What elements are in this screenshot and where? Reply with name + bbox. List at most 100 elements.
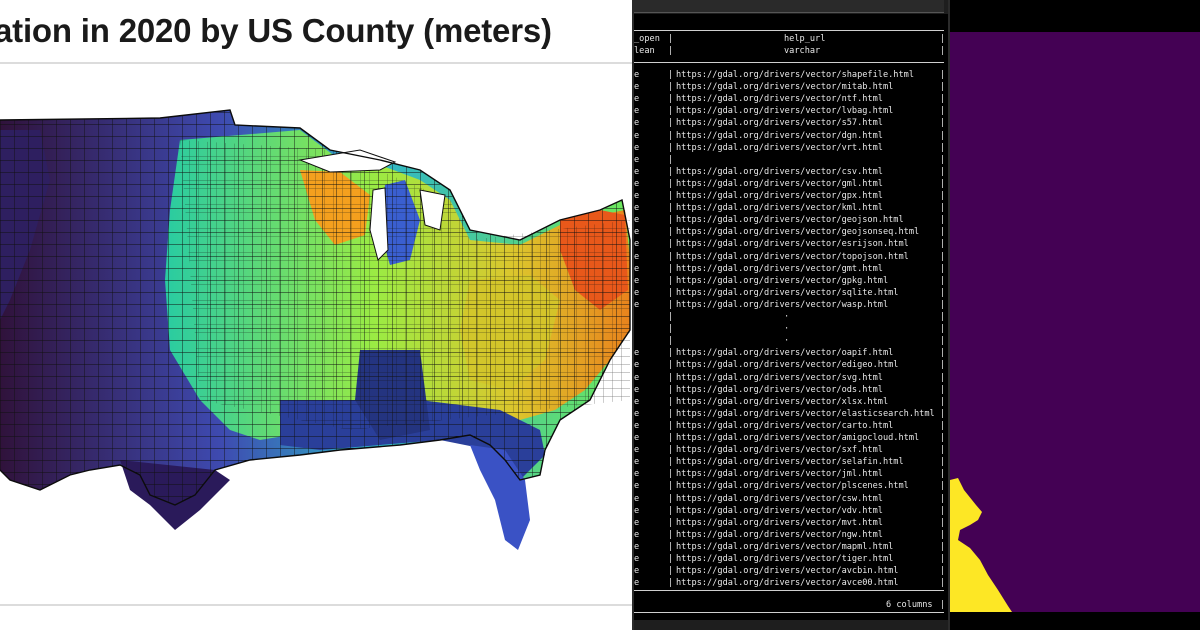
column-separator: | xyxy=(668,396,674,407)
cell-help-url[interactable]: https://gdal.org/drivers/vector/kml.html xyxy=(676,203,883,214)
table-right-border: | xyxy=(940,566,946,577)
column-separator: | xyxy=(668,166,674,177)
table-row: e | https://gdal.org/drivers/vector/mapml.… xyxy=(634,541,945,554)
cell-help-url[interactable]: https://gdal.org/drivers/vector/lvbag.ht… xyxy=(676,106,894,117)
cell-help-url[interactable]: https://gdal.org/drivers/vector/gmt.html xyxy=(676,263,883,274)
cell-help-url[interactable]: https://gdal.org/drivers/vector/carto.ht… xyxy=(676,420,894,431)
cell-help-url[interactable]: https://gdal.org/drivers/vector/ngw.html xyxy=(676,529,883,540)
map-lake-huron xyxy=(419,189,446,231)
cell-help-url[interactable]: https://gdal.org/drivers/vector/mvt.html xyxy=(676,517,883,528)
cell-help-url[interactable]: https://gdal.org/drivers/vector/esrijson… xyxy=(676,239,909,250)
table-right-border: | xyxy=(940,275,946,286)
cell-help-url[interactable]: https://gdal.org/drivers/vector/ntf.html xyxy=(676,94,883,105)
column-separator: | xyxy=(668,263,674,274)
column-separator: | xyxy=(668,94,674,105)
column-separator: | xyxy=(668,191,674,201)
terminal-window[interactable]: _open lean help_url varchar | | | | e | ht… xyxy=(632,0,950,630)
cell-help-url[interactable]: https://gdal.org/drivers/vector/topojson… xyxy=(676,251,909,262)
table-right-border: | xyxy=(940,517,946,528)
cell-help-url[interactable]: https://gdal.org/drivers/vector/csv.html xyxy=(676,166,883,177)
column-separator: | xyxy=(668,287,674,298)
map-lake-michigan xyxy=(369,187,389,261)
cell-help-url[interactable]: https://gdal.org/drivers/vector/geojsons… xyxy=(676,227,920,238)
raster-yellow-shape xyxy=(950,478,1012,612)
map-top-divider xyxy=(0,62,632,64)
table-row: e | https://gdal.org/drivers/vector/oapif.… xyxy=(634,348,945,360)
raster-purple-fill xyxy=(950,32,1200,612)
column-separator: | xyxy=(668,384,674,395)
table-row: e | https://gdal.org/drivers/vector/sqlite… xyxy=(634,287,946,300)
column-header-help-url: help_url xyxy=(784,34,826,44)
column-separator: | xyxy=(668,299,674,310)
raster-image-panel xyxy=(950,0,1200,630)
cell-help-url[interactable]: https://gdal.org/drivers/vector/selafin.… xyxy=(676,457,904,468)
column-separator: | xyxy=(668,324,674,335)
cell-help-url[interactable]: https://gdal.org/drivers/vector/xlsx.htm… xyxy=(676,396,889,407)
cell-help-url[interactable]: https://gdal.org/drivers/vector/ods.html xyxy=(676,384,883,395)
column-separator: | xyxy=(668,215,674,226)
cell-help-url[interactable]: https://gdal.org/drivers/vector/shapefil… xyxy=(676,70,914,80)
table-right-border: | xyxy=(940,420,946,431)
cell-help-url[interactable]: https://gdal.org/drivers/vector/csw.html xyxy=(676,493,883,504)
cell-help-url[interactable]: https://gdal.org/drivers/vector/plscenes… xyxy=(676,481,909,492)
cell-help-url[interactable]: https://gdal.org/drivers/vector/wasp.htm… xyxy=(676,299,889,310)
table-right-border: | xyxy=(940,118,946,129)
column-type-varchar: varchar xyxy=(784,46,821,56)
cell-help-url[interactable]: https://gdal.org/drivers/vector/jml.html xyxy=(676,469,883,480)
cell-help-url[interactable]: https://gdal.org/drivers/vector/svg.html xyxy=(676,372,883,383)
table-row: e | https://gdal.org/drivers/vector/mitab.… xyxy=(634,82,946,94)
table-row: | · | xyxy=(634,324,945,336)
cell-help-url[interactable]: https://gdal.org/drivers/vector/oapif.ht… xyxy=(676,348,894,359)
table-row: e | https://gdal.org/drivers/vector/geojso… xyxy=(634,215,945,227)
table-row: e | https://gdal.org/drivers/vector/lvbag.… xyxy=(634,106,946,118)
terminal-tab[interactable] xyxy=(634,0,944,13)
cell-help-url[interactable]: https://gdal.org/drivers/vector/sqlite.h… xyxy=(676,287,899,298)
table-row: e | https://gdal.org/drivers/vector/gpkg.h… xyxy=(634,275,946,288)
table-row: e | https://gdal.org/drivers/vector/elasti… xyxy=(634,408,945,421)
table-right-border: | xyxy=(940,94,946,105)
cell-help-url[interactable]: https://gdal.org/drivers/vector/gml.html xyxy=(676,178,883,189)
table-row: e | https://gdal.org/drivers/vector/ngw.ht… xyxy=(634,529,945,542)
cell-help-url[interactable]: https://gdal.org/drivers/vector/edigeo.h… xyxy=(676,360,899,371)
cell-help-url[interactable]: https://gdal.org/drivers/vector/s57.html xyxy=(676,118,883,129)
cell-help-url[interactable]: https://gdal.org/drivers/vector/tiger.ht… xyxy=(676,554,894,564)
cell-help-url[interactable]: https://gdal.org/drivers/vector/vrt.html xyxy=(676,142,883,153)
table-right-border: | xyxy=(940,106,946,117)
cell-help-url[interactable]: https://gdal.org/drivers/vector/avcbin.h… xyxy=(676,566,899,577)
table-right-border: | xyxy=(940,336,946,347)
column-separator: | xyxy=(668,481,674,492)
cell-help-url[interactable]: https://gdal.org/drivers/vector/vdv.html xyxy=(676,505,883,516)
cell-help-url[interactable]: https://gdal.org/drivers/vector/gpkg.htm… xyxy=(676,275,889,286)
cell-open-flag: e xyxy=(634,215,640,226)
column-header-open: _open xyxy=(634,34,660,44)
query-result-table: _open lean help_url varchar | | | | e | ht… xyxy=(634,30,946,615)
cell-help-url[interactable]: https://gdal.org/drivers/vector/gpx.html xyxy=(676,191,883,201)
table-row: e | https://gdal.org/drivers/vector/vdv.ht… xyxy=(634,505,945,518)
table-top-border xyxy=(634,30,944,31)
cell-open-flag: e xyxy=(634,106,640,117)
cell-help-url[interactable]: https://gdal.org/drivers/vector/avce00.h… xyxy=(676,578,899,589)
column-separator: | xyxy=(668,529,674,540)
cell-help-url[interactable]: https://gdal.org/drivers/vector/geojson.… xyxy=(676,215,904,226)
cell-help-url[interactable]: https://gdal.org/drivers/vector/mapml.ht… xyxy=(676,541,894,552)
cell-help-url[interactable]: https://gdal.org/drivers/vector/dgn.html xyxy=(676,130,883,141)
cell-open-flag: e xyxy=(634,493,640,504)
table-right-border: | xyxy=(940,360,946,371)
cell-help-url[interactable]: https://gdal.org/drivers/vector/elastics… xyxy=(676,408,935,419)
column-separator: | xyxy=(668,433,674,443)
cell-open-flag: e xyxy=(634,469,640,480)
map-lake-superior xyxy=(298,149,397,173)
table-right-border: | xyxy=(940,287,946,298)
table-right-border: | xyxy=(940,154,946,165)
cell-open-flag: e xyxy=(634,433,640,443)
cell-open-flag: e xyxy=(634,360,640,371)
column-separator: | xyxy=(668,70,674,80)
table-right-border: | xyxy=(940,554,946,564)
cell-help-url[interactable]: https://gdal.org/drivers/vector/sxf.html xyxy=(676,445,883,456)
column-separator: | xyxy=(668,505,674,516)
table-right-border: | xyxy=(940,82,946,93)
cell-open-flag: e xyxy=(634,445,640,456)
table-right-border: | xyxy=(940,469,946,480)
cell-help-url[interactable]: https://gdal.org/drivers/vector/amigoclo… xyxy=(676,433,920,443)
cell-help-url[interactable]: https://gdal.org/drivers/vector/mitab.ht… xyxy=(676,82,894,93)
